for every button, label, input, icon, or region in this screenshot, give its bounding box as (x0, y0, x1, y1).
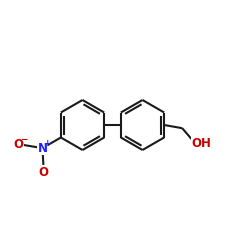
Text: O: O (14, 138, 24, 151)
Text: O: O (38, 166, 48, 179)
Text: +: + (44, 138, 52, 147)
Text: N: N (38, 142, 48, 154)
Text: −: − (20, 135, 28, 144)
Text: OH: OH (191, 136, 211, 149)
